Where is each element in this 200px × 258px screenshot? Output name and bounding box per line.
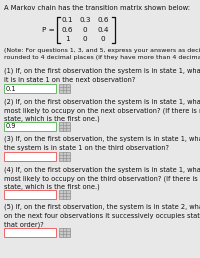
FancyBboxPatch shape bbox=[59, 190, 70, 199]
Text: 0.4: 0.4 bbox=[97, 27, 109, 33]
Text: (5) If, on the first observation, the system is in state 2, what is the probabil: (5) If, on the first observation, the sy… bbox=[4, 204, 200, 228]
Text: (4) If, on the first observation the system is in state 1, what state is the sys: (4) If, on the first observation the sys… bbox=[4, 166, 200, 190]
Text: 0.6: 0.6 bbox=[61, 27, 73, 33]
Text: 0.9: 0.9 bbox=[6, 124, 16, 130]
Text: (Note: For questions 1, 3, and 5, express your answers as decimal fractions
roun: (Note: For questions 1, 3, and 5, expres… bbox=[4, 48, 200, 60]
Text: 0.1: 0.1 bbox=[6, 86, 16, 92]
FancyBboxPatch shape bbox=[4, 122, 56, 131]
Text: 1: 1 bbox=[65, 36, 69, 42]
FancyBboxPatch shape bbox=[59, 122, 70, 131]
FancyBboxPatch shape bbox=[4, 84, 56, 93]
Text: 0.3: 0.3 bbox=[79, 17, 91, 23]
FancyBboxPatch shape bbox=[59, 228, 70, 237]
Text: (3) If, on the first observation, the system is in state 1, what is the probabil: (3) If, on the first observation, the sy… bbox=[4, 136, 200, 151]
Text: 0.1: 0.1 bbox=[61, 17, 73, 23]
Text: P =: P = bbox=[42, 27, 55, 33]
Text: 0: 0 bbox=[101, 36, 105, 42]
Text: 0.6: 0.6 bbox=[97, 17, 109, 23]
Text: 0: 0 bbox=[83, 36, 87, 42]
FancyBboxPatch shape bbox=[59, 152, 70, 162]
Text: (1) If, on the first observation the system is in state 1, what is the probabili: (1) If, on the first observation the sys… bbox=[4, 68, 200, 83]
Text: (2) If, on the first observation the system is in state 1, what state is the sys: (2) If, on the first observation the sys… bbox=[4, 98, 200, 122]
Text: 0: 0 bbox=[83, 27, 87, 33]
Text: A Markov chain has the transition matrix shown below:: A Markov chain has the transition matrix… bbox=[4, 5, 190, 12]
FancyBboxPatch shape bbox=[59, 84, 70, 93]
FancyBboxPatch shape bbox=[4, 152, 56, 162]
FancyBboxPatch shape bbox=[4, 190, 56, 199]
FancyBboxPatch shape bbox=[4, 228, 56, 237]
